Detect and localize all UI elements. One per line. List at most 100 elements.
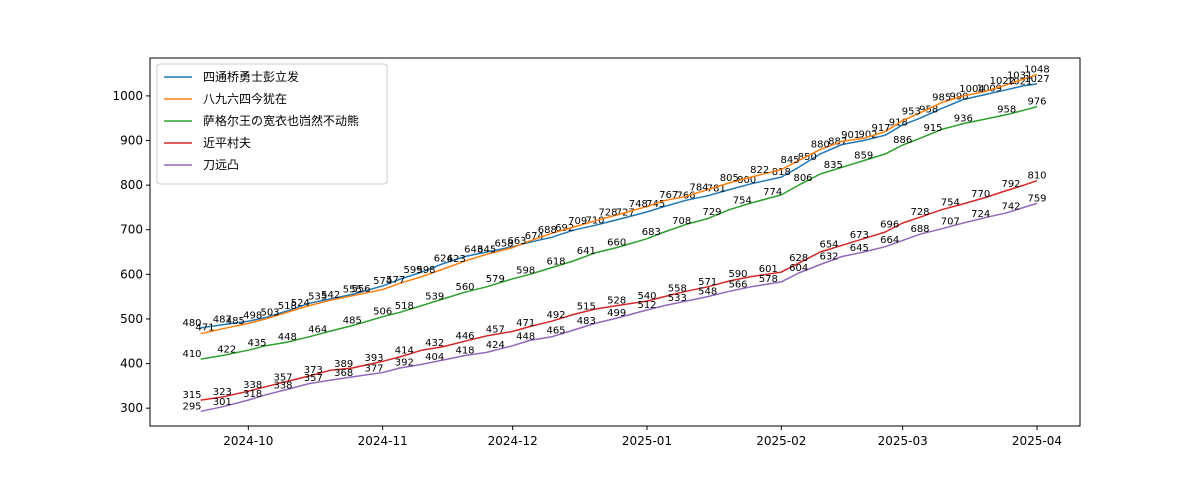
data-label: 958 (919, 104, 938, 115)
legend-label: 四通桥勇士彭立发 (203, 69, 299, 84)
data-label: 792 (1001, 179, 1020, 190)
data-label: 708 (672, 216, 691, 227)
data-label: 728 (910, 207, 929, 218)
data-label: 754 (941, 197, 960, 208)
data-label: 901 (841, 130, 860, 141)
data-label: 818 (772, 167, 791, 178)
data-label: 770 (971, 189, 990, 200)
data-label: 518 (278, 301, 297, 312)
axes-frame (149, 57, 1081, 427)
data-label: 767 (659, 190, 678, 201)
data-label: 540 (637, 291, 656, 302)
y-tick-label: 700 (120, 223, 143, 237)
data-label: 641 (577, 246, 596, 257)
data-label: 887 (828, 136, 847, 147)
data-label: 748 (629, 199, 648, 210)
data-label: 435 (247, 338, 266, 349)
data-label: 498 (243, 310, 262, 321)
data-label: 729 (702, 207, 721, 218)
data-label: 953 (902, 107, 921, 118)
legend-label: 近平村夫 (203, 136, 251, 150)
y-tick-label: 400 (120, 357, 143, 371)
data-label: 754 (733, 196, 752, 207)
data-label: 556 (351, 284, 370, 295)
data-label: 800 (737, 175, 756, 186)
x-tick-label: 2025-01 (622, 434, 672, 448)
data-label: 654 (819, 239, 838, 250)
legend-label: 八九六四今犹在 (203, 91, 287, 106)
y-tick-label: 1000 (112, 89, 143, 103)
data-label: 1004 (959, 84, 984, 95)
series-group (200, 73, 1038, 335)
data-label: 598 (516, 265, 535, 276)
data-label: 958 (997, 105, 1016, 116)
data-label: 506 (373, 307, 392, 318)
data-label: 845 (780, 155, 799, 166)
data-label: 323 (213, 387, 232, 398)
data-label: 392 (395, 357, 414, 368)
data-label: 542 (321, 290, 340, 301)
data-label: 373 (304, 365, 323, 376)
data-label: 448 (516, 332, 535, 343)
series-group (200, 83, 1038, 329)
plot-area: 480 487 4985185355555745996246436586746927… (182, 65, 1049, 413)
data-label: 673 (850, 230, 869, 241)
data-label: 471 (516, 318, 535, 329)
y-tick-label: 800 (120, 178, 143, 192)
data-label: 446 (455, 331, 474, 342)
data-label: 976 (1027, 97, 1046, 108)
data-label: 483 (577, 316, 596, 327)
data-label: 535 (308, 292, 327, 303)
data-label: 660 (607, 238, 626, 249)
data-label: 724 (971, 209, 990, 220)
data-label: 810 (1027, 171, 1046, 182)
data-label: 377 (364, 364, 383, 375)
data-label: 618 (546, 256, 565, 267)
y-tick-label: 300 (120, 401, 143, 415)
data-label: 571 (698, 277, 717, 288)
data-label: 707 (941, 217, 960, 228)
data-label: 902 (858, 129, 877, 140)
x-axis: 2024-10 2024-11 2024-12 2025-01 2025-02 2025-… (223, 426, 1062, 448)
data-label: 598 (416, 265, 435, 276)
data-label: 548 (698, 287, 717, 298)
data-label: 692 (555, 223, 574, 234)
data-label: 492 (546, 310, 565, 321)
data-label: 742 (1001, 201, 1020, 212)
data-label: 645 (850, 243, 869, 254)
data-label: 574 (373, 276, 392, 287)
y-axis: 300 400 500 600 700 800 900 1000 (112, 89, 150, 415)
data-label: 295 (182, 401, 201, 412)
data-labels-group: 471 485 503 524 542 556 577 598 623 645 663 688 709 7… (195, 65, 1049, 334)
series-line (200, 179, 1038, 401)
x-tick-label: 2025-04 (1012, 434, 1062, 448)
data-label: 643 (464, 245, 483, 256)
data-label: 632 (819, 251, 838, 262)
data-label: 424 (486, 340, 505, 351)
series-line (200, 202, 1038, 413)
series-group (200, 105, 1038, 360)
data-labels-group: 315 3233383573733893934144324464574714925… (182, 171, 1046, 401)
data-label: 624 (434, 254, 453, 265)
data-label: 578 (759, 274, 778, 285)
data-label: 393 (364, 353, 383, 364)
data-label: 709 (568, 216, 587, 227)
data-label: 515 (577, 301, 596, 312)
data-label: 728 (598, 207, 617, 218)
data-label: 560 (455, 282, 474, 293)
data-label: 485 (226, 316, 245, 327)
data-label: 566 (728, 280, 747, 291)
data-label: 663 (507, 236, 526, 247)
data-label: 524 (291, 298, 310, 309)
data-label: 448 (278, 332, 297, 343)
data-label: 418 (455, 346, 474, 357)
data-label: 806 (793, 173, 812, 184)
data-label: 1027 (1024, 74, 1049, 85)
x-tick-label: 2024-11 (358, 434, 408, 448)
data-label: 688 (910, 224, 929, 235)
data-label: 414 (395, 346, 414, 357)
x-tick-label: 2025-02 (756, 434, 806, 448)
